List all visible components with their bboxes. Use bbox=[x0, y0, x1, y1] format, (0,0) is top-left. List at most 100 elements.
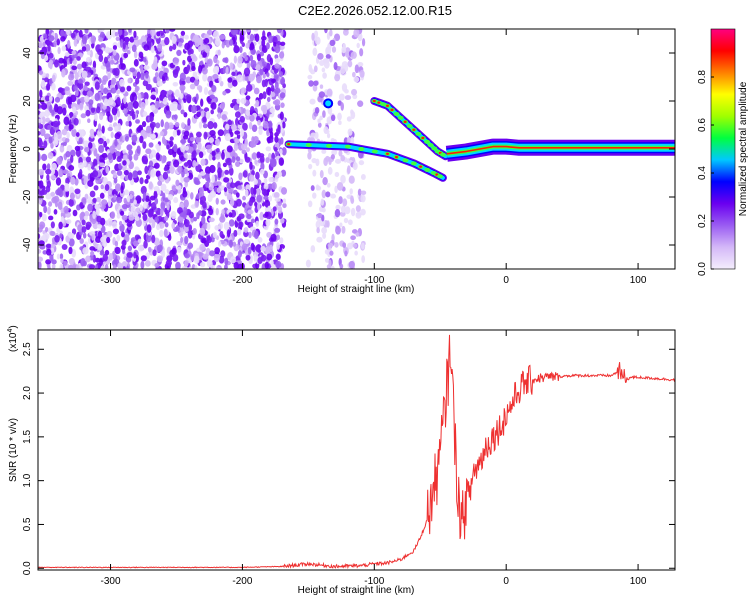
noise-speck bbox=[344, 206, 351, 215]
noise-speck bbox=[245, 95, 251, 100]
noise-speck bbox=[193, 216, 198, 222]
noise-speck bbox=[221, 151, 225, 160]
snr-plot-area bbox=[38, 330, 675, 570]
noise-speck bbox=[43, 232, 50, 240]
noise-speck bbox=[185, 94, 192, 102]
noise-speck bbox=[55, 177, 62, 186]
noise-speck bbox=[192, 34, 200, 43]
noise-speck bbox=[279, 148, 283, 155]
upper-arc-trace-peak bbox=[393, 111, 400, 116]
noise-speck bbox=[250, 187, 254, 195]
noise-speck bbox=[321, 226, 328, 234]
noise-speck bbox=[280, 169, 287, 177]
noise-speck bbox=[61, 45, 67, 52]
noise-speck bbox=[319, 170, 324, 179]
noise-speck bbox=[116, 234, 121, 242]
noise-speck bbox=[98, 162, 106, 168]
noise-speck bbox=[38, 180, 44, 189]
noise-speck bbox=[187, 154, 192, 160]
noise-speck bbox=[242, 122, 248, 131]
noise-speck bbox=[335, 225, 341, 235]
noise-speck bbox=[223, 221, 230, 231]
noise-speck bbox=[143, 44, 150, 51]
noise-speck bbox=[180, 139, 187, 144]
noise-speck bbox=[274, 44, 281, 54]
x-tick-label: -100 bbox=[364, 275, 384, 286]
noise-speck bbox=[210, 102, 217, 110]
noise-speck bbox=[255, 99, 260, 107]
noise-speck bbox=[281, 187, 288, 195]
noise-speck bbox=[103, 140, 108, 148]
noise-speck bbox=[224, 264, 228, 269]
noise-speck bbox=[156, 188, 162, 196]
noise-speck bbox=[350, 136, 355, 145]
noise-speck bbox=[94, 203, 101, 210]
noise-speck bbox=[98, 54, 104, 63]
noise-speck bbox=[192, 228, 197, 235]
noise-speck bbox=[59, 233, 63, 239]
noise-speck bbox=[337, 112, 342, 121]
carrier-trace-peak bbox=[436, 174, 443, 179]
noise-speck bbox=[188, 211, 194, 219]
noise-speck bbox=[308, 80, 314, 87]
noise-speck bbox=[273, 42, 277, 47]
noise-speck bbox=[178, 41, 183, 47]
noise-speck bbox=[220, 199, 226, 205]
noise-speck bbox=[159, 131, 165, 137]
snr-x-label: Height of straight line (km) bbox=[298, 585, 415, 596]
noise-speck bbox=[61, 243, 68, 251]
noise-speck bbox=[322, 110, 326, 118]
noise-speck bbox=[155, 152, 160, 161]
noise-speck bbox=[98, 154, 105, 163]
noise-speck bbox=[279, 237, 284, 244]
noise-speck bbox=[262, 73, 266, 79]
noise-speck bbox=[151, 202, 157, 211]
noise-speck bbox=[75, 88, 79, 97]
noise-speck bbox=[102, 105, 107, 110]
noise-speck bbox=[318, 91, 326, 99]
noise-speck bbox=[169, 136, 174, 141]
noise-speck bbox=[248, 231, 252, 239]
noise-speck bbox=[246, 83, 253, 92]
x-tick-label: -200 bbox=[232, 275, 252, 286]
noise-speck bbox=[122, 266, 126, 269]
noise-speck bbox=[150, 104, 156, 111]
noise-speck bbox=[359, 69, 365, 78]
noise-speck bbox=[68, 164, 75, 171]
noise-speck bbox=[274, 174, 279, 183]
noise-speck bbox=[177, 215, 184, 223]
noise-speck bbox=[312, 169, 317, 177]
noise-speck bbox=[67, 232, 72, 237]
noise-speck bbox=[215, 153, 221, 160]
noise-speck bbox=[200, 98, 204, 107]
noise-speck bbox=[187, 117, 191, 126]
noise-speck bbox=[92, 60, 97, 69]
noise-speck bbox=[276, 242, 280, 250]
noise-speck bbox=[276, 234, 281, 241]
noise-speck bbox=[96, 224, 103, 229]
noise-speck bbox=[309, 98, 316, 105]
noise-speck bbox=[219, 34, 226, 40]
noise-speck bbox=[116, 156, 122, 163]
noise-speck bbox=[142, 56, 147, 63]
carrier-trace-peak bbox=[305, 143, 312, 148]
noise-speck bbox=[208, 153, 213, 161]
noise-speck bbox=[92, 170, 99, 178]
noise-speck bbox=[245, 254, 251, 261]
noise-speck bbox=[38, 221, 46, 229]
noise-speck bbox=[112, 45, 118, 51]
noise-speck bbox=[97, 129, 102, 138]
noise-speck bbox=[276, 170, 283, 178]
noise-speck bbox=[87, 203, 94, 212]
noise-speck bbox=[217, 112, 221, 120]
noise-speck bbox=[44, 226, 49, 233]
noise-speck bbox=[317, 122, 322, 128]
noise-speck bbox=[239, 115, 246, 123]
noise-speck bbox=[107, 152, 113, 161]
noise-speck bbox=[56, 38, 61, 46]
noise-speck bbox=[130, 205, 136, 214]
noise-speck bbox=[244, 156, 251, 163]
noise-speck bbox=[113, 114, 118, 121]
noise-speck bbox=[225, 123, 230, 131]
noise-speck bbox=[50, 174, 56, 180]
